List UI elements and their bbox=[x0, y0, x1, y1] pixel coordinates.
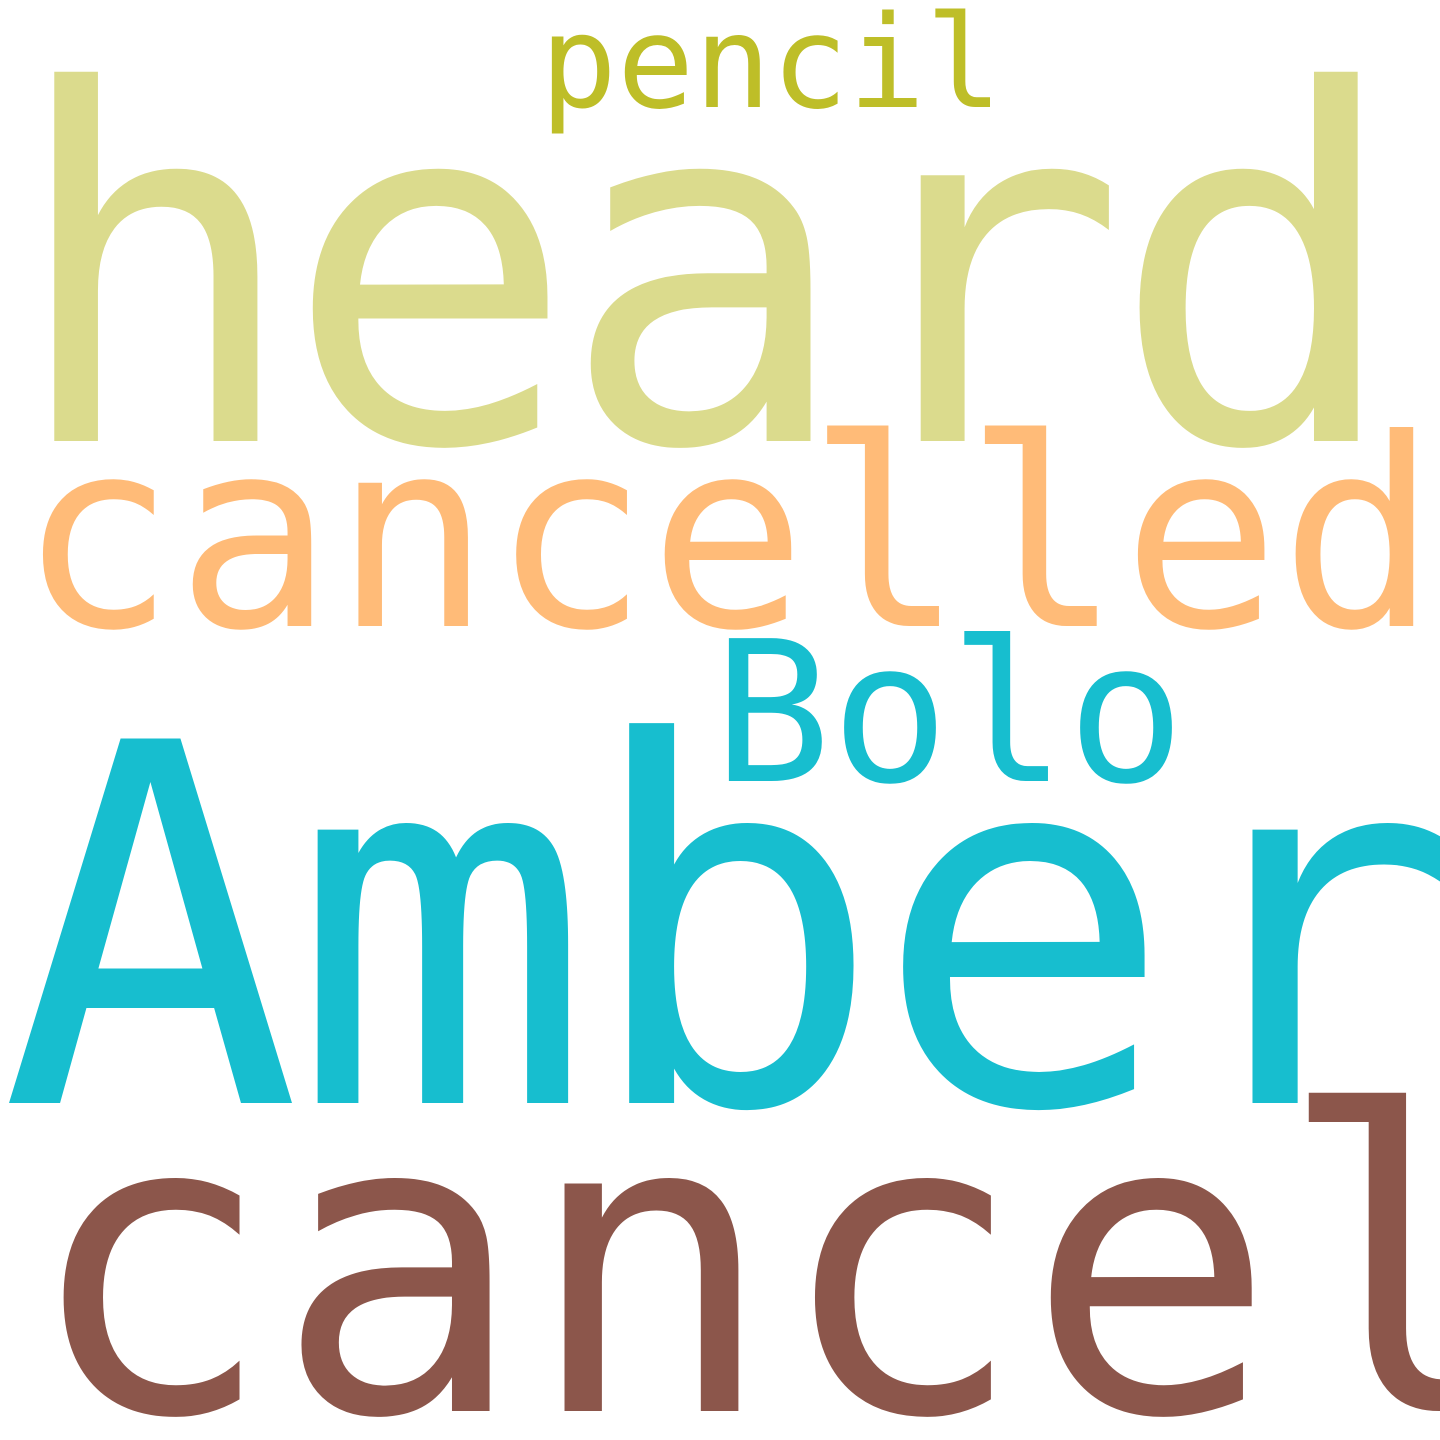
word-cancelled: cancelled bbox=[18, 383, 1438, 688]
word-bolo: Bolo bbox=[713, 600, 1186, 828]
word-heard: heard bbox=[8, 0, 1403, 556]
word-cancel: cancel bbox=[24, 1026, 1440, 1440]
word-pencil: pencil bbox=[540, 0, 1003, 138]
word-amber: Amber bbox=[0, 639, 1440, 1221]
